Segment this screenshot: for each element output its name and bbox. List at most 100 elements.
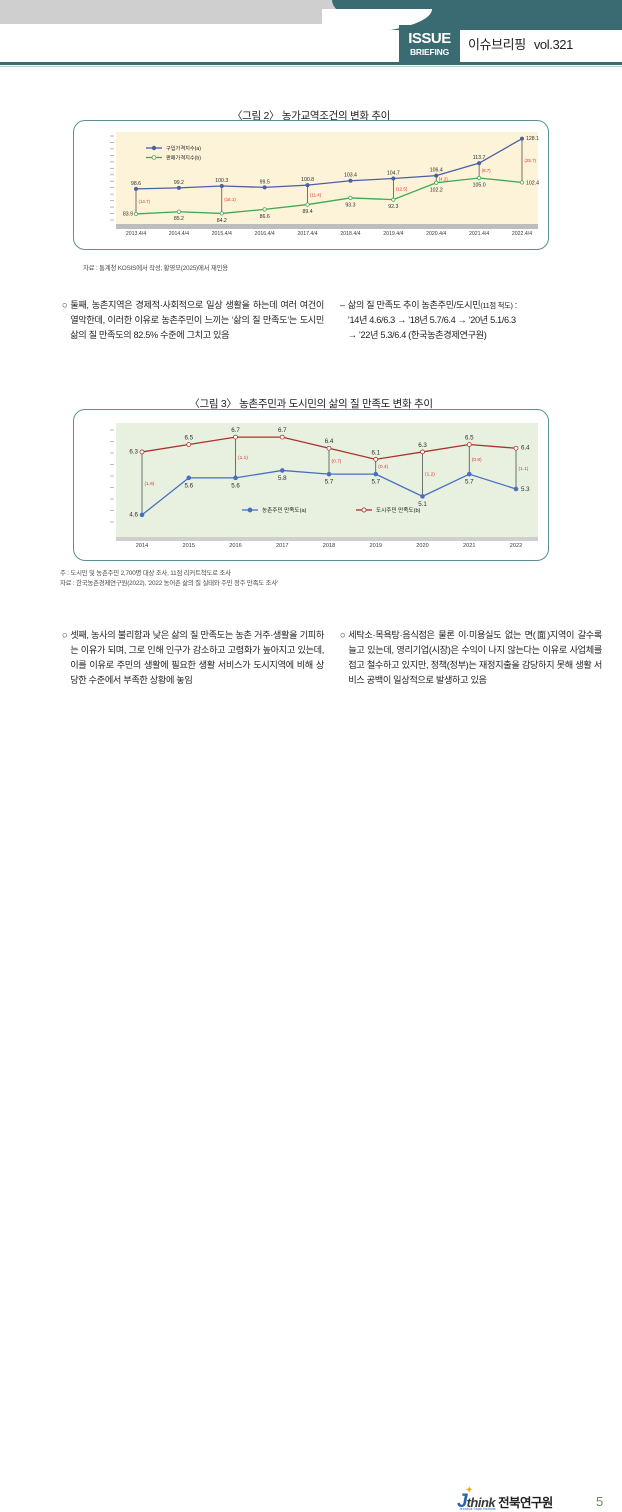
svg-text:99.2: 99.2 — [174, 180, 184, 186]
satisfaction-trend-body: 삶의 질 만족도 추이 농촌주민/도시민(11점 척도) : ’14년 4.6/… — [348, 298, 602, 343]
svg-text:5.7: 5.7 — [325, 479, 334, 486]
paragraph-service-gap: ○ 세탁소·목욕탕·음식점은 물론 이·미용실도 없는 면(面)지역이 갈수록 … — [340, 628, 602, 688]
svg-text:86.6: 86.6 — [260, 214, 270, 220]
svg-text:(0.8): (0.8) — [472, 457, 482, 463]
bullet-marker: ○ — [340, 630, 346, 640]
svg-text:104.7: 104.7 — [387, 171, 400, 177]
svg-text:4.6: 4.6 — [129, 511, 138, 518]
svg-text:113.7: 113.7 — [473, 155, 486, 161]
svg-text:102.2: 102.2 — [430, 187, 443, 193]
x-axis-tick-label: 2022.4/4 — [511, 231, 533, 237]
svg-text:(11.4): (11.4) — [310, 192, 322, 197]
svg-text:6.1: 6.1 — [371, 449, 380, 456]
svg-text:(0.4): (0.4) — [378, 464, 388, 470]
x-axis-tick-label: 2019.4/4 — [383, 231, 404, 237]
satisfaction-trend-line3: → ’22년 5.3/6.4 (한국농촌경제연구원) — [347, 329, 487, 340]
svg-text:105.0: 105.0 — [473, 183, 486, 189]
svg-text:5.1: 5.1 — [418, 501, 427, 508]
figure2-source-text: 자료 : 통계청 KOSIS에서 작성; 황영모(2025)에서 재인용 — [83, 265, 228, 272]
x-axis-tick-label: 2020.4/4 — [426, 231, 447, 237]
figure2-svg: (14.7) (16.1) (11.4) (12.5) (4.2) (8.7) (25.7)… — [110, 135, 539, 224]
figure2-plot-area — [116, 132, 538, 224]
x-axis-tick-label: 2016 — [229, 543, 242, 549]
satisfaction-trend-line1: 삶의 질 만족도 추이 농촌주민/도시민 — [347, 300, 481, 310]
x-axis-tick-label: 2020 — [416, 543, 429, 549]
svg-text:98.6: 98.6 — [131, 181, 141, 187]
svg-text:(0.7): (0.7) — [332, 459, 342, 465]
bullet-marker: ○ — [62, 300, 68, 310]
svg-text:5.7: 5.7 — [465, 479, 474, 486]
svg-text:5.7: 5.7 — [371, 479, 380, 486]
svg-text:92.3: 92.3 — [388, 204, 398, 210]
figure3-svg: (1.6) (1.1) (0.7) (0.4) (1.2) (0.8) (1.1) 4.6 5.… — [110, 427, 530, 523]
issue-briefing-badge: ISSUE BRIEFING — [399, 25, 460, 62]
svg-text:128.1: 128.1 — [526, 136, 539, 142]
star-icon: ✦ — [465, 1485, 474, 1496]
svg-text:99.5: 99.5 — [260, 179, 270, 185]
figure2-axis-band — [116, 224, 538, 229]
logo-subtitle: Jeonbuk State Institute — [459, 1507, 496, 1511]
bullet-text: 둘째, 농촌지역은 경제적·사회적으로 일상 생활을 하는데 여러 여건이 열악… — [70, 300, 324, 340]
svg-text:6.7: 6.7 — [231, 427, 240, 434]
x-axis-tick-label: 2014 — [135, 543, 149, 549]
dash-marker: – — [340, 300, 345, 310]
svg-text:5.8: 5.8 — [278, 475, 287, 482]
svg-text:(1.1): (1.1) — [519, 466, 529, 472]
svg-text:(12.5): (12.5) — [396, 187, 408, 192]
figure3-note-line1: 주 : 도시민 및 농촌주민 2,700명 대상 조사, 11점 리커트척도로 … — [60, 570, 231, 577]
x-axis-tick-label: 2019 — [369, 543, 382, 549]
x-axis-tick-label: 2017.4/4 — [297, 231, 318, 237]
svg-text:5.3: 5.3 — [521, 486, 530, 493]
x-axis-tick-label: 2017 — [276, 543, 289, 549]
paragraph-second-point: ○ 둘째, 농촌지역은 경제적·사회적으로 일상 생활을 하는데 여러 여건이 … — [62, 298, 324, 343]
x-axis-tick-label: 2018.4/4 — [340, 231, 361, 237]
x-axis-tick-label: 2015.4/4 — [211, 231, 232, 237]
figure3-caption: 〈그림 3〉 농촌주민과 도시민의 삶의 질 만족도 변화 추이 — [189, 398, 433, 410]
svg-text:102.4: 102.4 — [526, 180, 539, 186]
svg-text:89.4: 89.4 — [303, 209, 313, 215]
svg-text:83.9: 83.9 — [123, 211, 133, 217]
figure3-axis-band — [116, 537, 538, 541]
figure3-x-axis-labels: 2014 2015 2016 2017 2018 2019 2020 2021 2022 — [116, 543, 538, 557]
svg-text:84.2: 84.2 — [217, 218, 227, 224]
svg-text:6.3: 6.3 — [418, 442, 427, 449]
svg-text:6.3: 6.3 — [129, 448, 138, 455]
figure2-source-note: 자료 : 통계청 KOSIS에서 작성; 황영모(2025)에서 재인용 — [83, 264, 228, 274]
svg-text:구입가격지수(a): 구입가격지수(a) — [166, 144, 201, 152]
figure2-x-axis-labels: 2013.4/4 2014.4/4 2015.4/4 2016.4/4 2017.4/4… — [116, 231, 538, 245]
x-axis-tick-label: 2021.4/4 — [469, 231, 490, 237]
svg-text:도시주민 만족도(b): 도시주민 만족도(b) — [376, 506, 421, 514]
svg-text:100.3: 100.3 — [215, 178, 228, 184]
svg-text:6.5: 6.5 — [465, 435, 474, 442]
figure2-caption: 〈그림 2〉 농가교역조건의 변화 추이 — [231, 110, 391, 122]
figure3-notes: 주 : 도시민 및 농촌주민 2,700명 대상 조사, 11점 리커트척도로 … — [60, 569, 278, 588]
svg-text:(1.6): (1.6) — [145, 481, 155, 487]
issue-badge-line1: ISSUE — [408, 29, 451, 47]
svg-text:106.4: 106.4 — [430, 168, 443, 174]
bullet-marker: ○ — [62, 630, 68, 640]
x-axis-tick-label: 2015 — [182, 543, 195, 549]
svg-text:103.4: 103.4 — [344, 173, 357, 179]
x-axis-tick-label: 2018 — [322, 543, 336, 549]
logo-institute-name: 전북연구원 — [498, 1496, 553, 1510]
figure3-chart-container: (1.6) (1.1) (0.7) (0.4) (1.2) (0.8) (1.1) 4.6 5.… — [73, 409, 549, 561]
svg-text:85.2: 85.2 — [174, 216, 184, 222]
svg-text:100.8: 100.8 — [301, 177, 314, 183]
satisfaction-trend-line2: ’14년 4.6/6.3 → ’18년 5.7/6.4 → ’20년 5.1/6… — [347, 314, 516, 325]
svg-text:6.5: 6.5 — [184, 435, 193, 442]
header-rule-secondary — [0, 66, 622, 67]
page-header: ISSUE BRIEFING 이슈브리핑 vol.321 — [0, 0, 622, 72]
satisfaction-trend-line1-tail: : — [512, 300, 518, 310]
svg-text:판매가격지수(b): 판매가격지수(b) — [166, 154, 201, 162]
svg-text:6.7: 6.7 — [278, 427, 287, 434]
x-axis-tick-label: 2021 — [463, 543, 476, 549]
svg-text:(4.2): (4.2) — [439, 177, 449, 182]
publication-title: 이슈브리핑 vol.321 — [468, 34, 573, 53]
page-number: 5 — [596, 1494, 604, 1509]
svg-text:(1.1): (1.1) — [238, 455, 248, 461]
svg-text:5.6: 5.6 — [231, 482, 240, 489]
svg-text:(16.1): (16.1) — [224, 197, 236, 202]
x-axis-tick-label: 2022 — [509, 543, 523, 549]
